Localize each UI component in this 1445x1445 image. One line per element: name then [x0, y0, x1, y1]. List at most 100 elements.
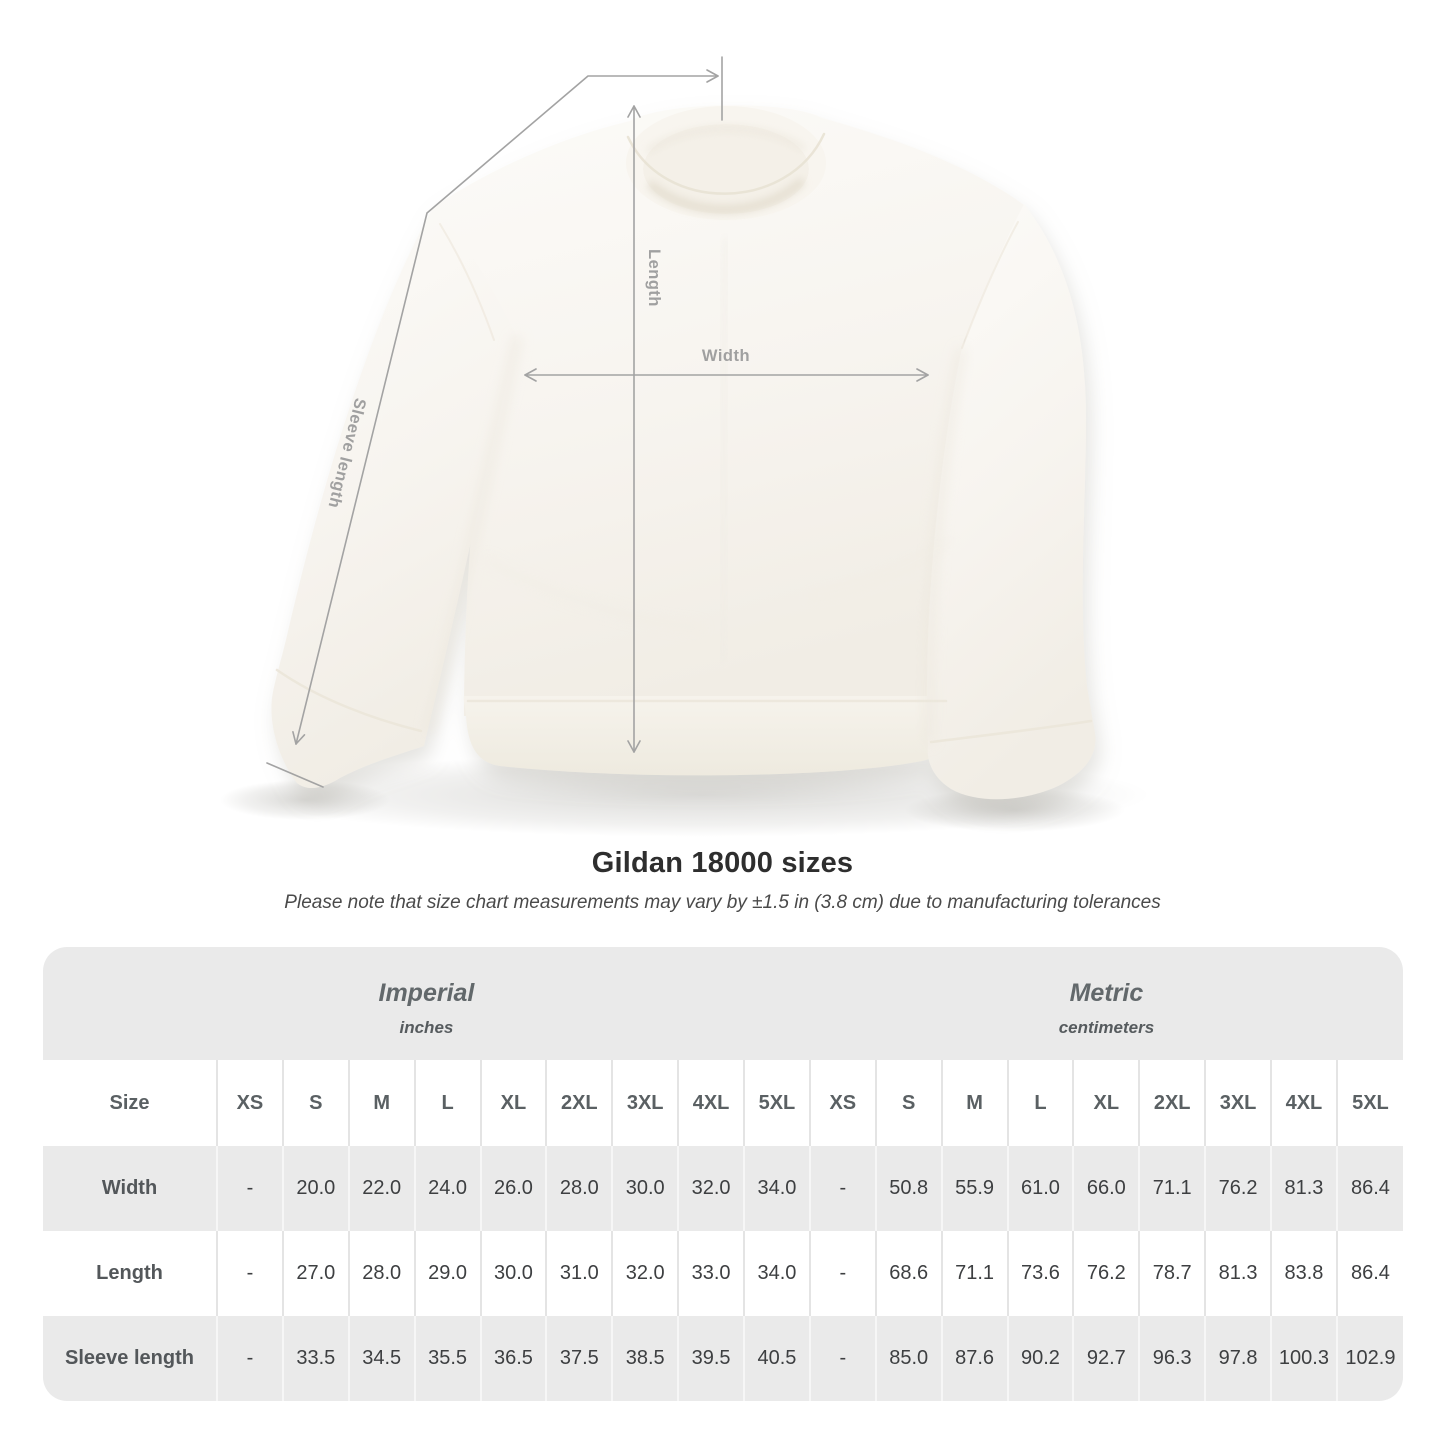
column-header-imperial-l: L: [413, 1060, 481, 1146]
row-label-width: Width: [43, 1146, 217, 1231]
column-header-metric-2xl: 2XL: [1138, 1060, 1206, 1146]
size-table: Imperial inches Metric centimeters Size …: [43, 947, 1403, 1401]
cell: 66.0: [1072, 1146, 1140, 1231]
right-sleeve: [926, 204, 1096, 800]
length-label: Length: [645, 249, 663, 307]
column-header-row: Size XS S M L XL 2XL 3XL 4XL 5XL XS S M …: [43, 1060, 1403, 1146]
arrow-cuff-icon: [292, 731, 306, 745]
cell: 37.5: [545, 1316, 613, 1401]
cell: 40.5: [743, 1316, 810, 1401]
column-header-metric-l: L: [1006, 1060, 1074, 1146]
arrow-up-icon: [627, 105, 641, 118]
column-header-imperial-2xl: 2XL: [545, 1060, 613, 1146]
cell: -: [808, 1231, 876, 1316]
right-cuff-shadow: [905, 788, 1125, 832]
cell: 32.0: [611, 1231, 679, 1316]
neck-opening: [643, 124, 809, 214]
arrow-down-icon: [627, 740, 641, 753]
cell: 31.0: [545, 1231, 613, 1316]
cell: 73.6: [1006, 1231, 1074, 1316]
cell: 24.0: [413, 1146, 481, 1231]
table-row-length: Length - 27.0 28.0 29.0 30.0 31.0 32.0 3…: [43, 1231, 1403, 1316]
imperial-label: Imperial: [378, 978, 475, 1007]
cell: 76.2: [1072, 1231, 1140, 1316]
cell: 97.8: [1204, 1316, 1271, 1401]
column-header-metric-xl: XL: [1072, 1060, 1140, 1146]
tolerance-note: Please note that size chart measurements…: [284, 892, 1161, 913]
length-dimension-line: [627, 105, 641, 753]
cell: 83.8: [1270, 1231, 1337, 1316]
dimension-lines: [266, 56, 929, 788]
column-header-imperial-s: S: [281, 1060, 349, 1146]
sleeve-length-dimension-line: [266, 56, 723, 788]
cell: 22.0: [347, 1146, 415, 1231]
arrow-right-icon: [916, 368, 929, 382]
cell: 50.8: [874, 1146, 942, 1231]
column-header-metric-5xl: 5XL: [1335, 1060, 1403, 1146]
cell: 55.9: [940, 1146, 1008, 1231]
cell: 92.7: [1072, 1316, 1140, 1401]
cell: -: [216, 1316, 283, 1401]
cell: 26.0: [479, 1146, 547, 1231]
imperial-units: inches: [399, 1017, 454, 1037]
row-label-sleeve-length: Sleeve length: [43, 1316, 217, 1401]
cell: 68.6: [874, 1231, 942, 1316]
imperial-section-header: Imperial inches: [43, 947, 810, 1060]
width-dimension-line: [524, 368, 929, 382]
cell: -: [216, 1231, 283, 1316]
cell: 29.0: [413, 1231, 481, 1316]
cell: 35.5: [413, 1316, 481, 1401]
garment-shading: [275, 125, 1093, 745]
cell: 85.0: [874, 1316, 942, 1401]
cell: 32.0: [677, 1146, 744, 1231]
column-header-imperial-xs: XS: [216, 1060, 283, 1146]
page-title: Gildan 18000 sizes: [591, 847, 854, 879]
cell: 71.1: [940, 1231, 1008, 1316]
cell: 71.1: [1138, 1146, 1206, 1231]
table-row-sleeve-length: Sleeve length - 33.5 34.5 35.5 36.5 37.5…: [43, 1316, 1403, 1401]
cell: 61.0: [1006, 1146, 1074, 1231]
column-header-metric-m: M: [940, 1060, 1008, 1146]
cell: 102.9: [1335, 1316, 1403, 1401]
cell: 38.5: [611, 1316, 679, 1401]
left-cuff-shadow: [220, 780, 390, 820]
cell: 33.0: [677, 1231, 744, 1316]
cell: -: [808, 1316, 876, 1401]
column-header-imperial-5xl: 5XL: [743, 1060, 810, 1146]
table-row-width: Width - 20.0 22.0 24.0 26.0 28.0 30.0 32…: [43, 1146, 1403, 1231]
cell: 28.0: [347, 1231, 415, 1316]
column-header-metric-xs: XS: [808, 1060, 876, 1146]
cell: 81.3: [1204, 1231, 1271, 1316]
metric-section-header: Metric centimeters: [809, 947, 1403, 1060]
metric-units: centimeters: [1058, 1017, 1155, 1037]
cell: 36.5: [479, 1316, 547, 1401]
sweatshirt-figure: Length Width Sleeve length: [220, 56, 1150, 837]
column-header-imperial-m: M: [347, 1060, 415, 1146]
arrow-left-icon: [524, 368, 537, 382]
unit-section-row: Imperial inches Metric centimeters: [43, 947, 1403, 1060]
column-header-metric-4xl: 4XL: [1270, 1060, 1337, 1146]
cell: 34.0: [743, 1231, 810, 1316]
arrow-right-icon: [706, 69, 719, 83]
row-label-length: Length: [43, 1231, 217, 1316]
cell: -: [808, 1146, 876, 1231]
size-table-container: Imperial inches Metric centimeters Size …: [43, 947, 1403, 1401]
column-header-metric-3xl: 3XL: [1204, 1060, 1271, 1146]
cell: 39.5: [677, 1316, 744, 1401]
cell: 34.0: [743, 1146, 810, 1231]
column-header-imperial-4xl: 4XL: [677, 1060, 744, 1146]
waistband: [463, 696, 953, 776]
cell: 78.7: [1138, 1231, 1206, 1316]
column-header-imperial-xl: XL: [479, 1060, 547, 1146]
cell: 86.4: [1335, 1146, 1403, 1231]
cell: 81.3: [1270, 1146, 1337, 1231]
cell: 27.0: [281, 1231, 349, 1316]
cuff-endstop-tick: [266, 762, 324, 788]
column-header-size: Size: [43, 1060, 217, 1146]
metric-label: Metric: [1069, 978, 1144, 1007]
cell: 87.6: [940, 1316, 1008, 1401]
cell: 76.2: [1204, 1146, 1271, 1231]
cell: 33.5: [281, 1316, 349, 1401]
cell: -: [216, 1146, 283, 1231]
